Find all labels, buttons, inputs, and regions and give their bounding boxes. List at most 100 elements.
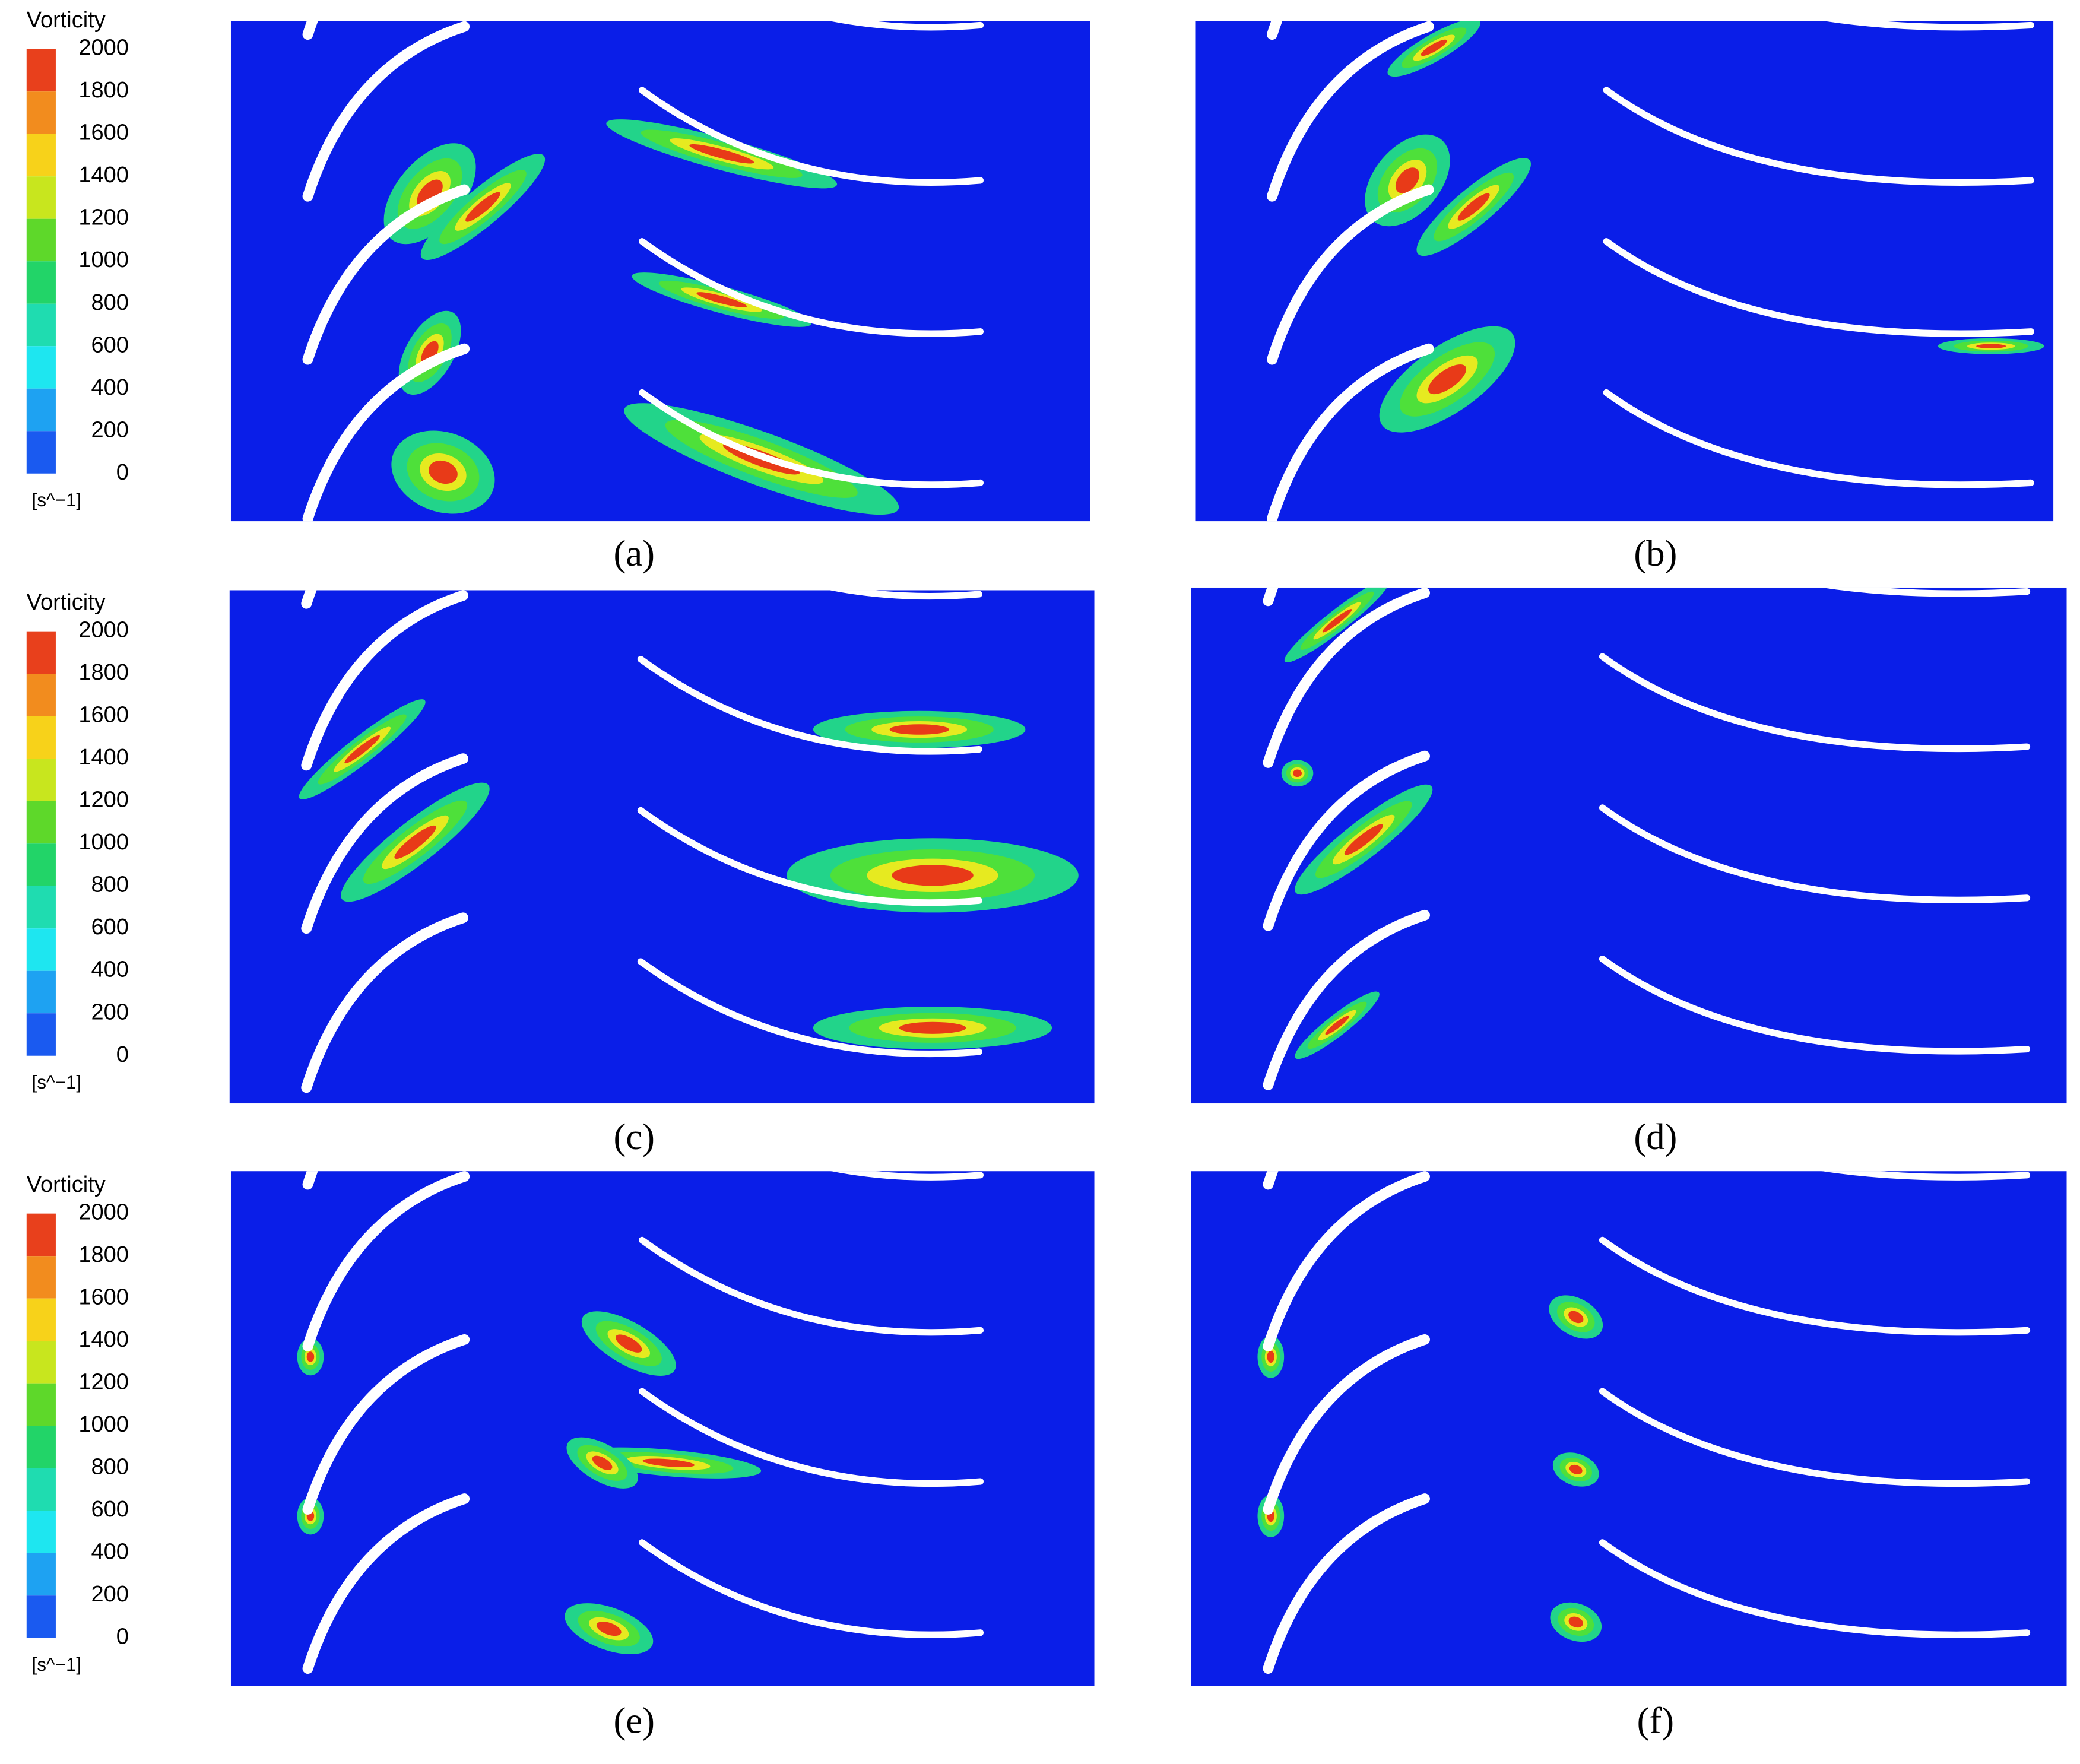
color-band bbox=[26, 261, 56, 304]
stator-blade bbox=[829, 590, 982, 600]
tick-label: 1400 bbox=[78, 1327, 128, 1352]
stator-blade bbox=[1603, 389, 2034, 488]
tick-label: 2000 bbox=[78, 1200, 128, 1225]
contour-panel bbox=[1191, 1171, 2067, 1686]
vortex-region bbox=[1428, 364, 1467, 395]
vortex-region bbox=[1568, 1311, 1584, 1324]
legend-unit: [s^−1] bbox=[32, 1072, 81, 1093]
vortex-region bbox=[889, 724, 949, 735]
vortex-region bbox=[421, 341, 439, 365]
vortex-region bbox=[1395, 167, 1420, 193]
tick-label: 400 bbox=[91, 375, 128, 400]
legend-title: Vorticity bbox=[27, 8, 106, 33]
panel-label: (d) bbox=[1634, 1116, 1677, 1157]
color-band bbox=[26, 91, 56, 134]
color-band bbox=[26, 388, 56, 432]
panel-label: (e) bbox=[614, 1699, 655, 1741]
vortex-region bbox=[899, 1021, 966, 1034]
tick-label: 2000 bbox=[78, 618, 128, 643]
stator-blade bbox=[637, 958, 982, 1058]
stator-blade bbox=[1599, 1388, 2031, 1487]
rotor-blade bbox=[302, 1334, 470, 1515]
tick-label: 800 bbox=[91, 873, 128, 897]
color-band bbox=[26, 49, 56, 92]
tick-label: 200 bbox=[91, 1582, 128, 1607]
tick-label: 400 bbox=[91, 957, 128, 982]
rotor-blade bbox=[1267, 343, 1434, 522]
rotor-blade bbox=[1267, 21, 1434, 202]
color-band bbox=[26, 886, 56, 929]
stator-blade bbox=[1822, 587, 2031, 597]
tick-label: 1600 bbox=[78, 120, 128, 145]
color-band bbox=[26, 176, 56, 219]
color-band bbox=[26, 1595, 56, 1638]
color-band bbox=[26, 218, 56, 262]
contour-panel bbox=[230, 1171, 1095, 1686]
color-band bbox=[26, 716, 56, 759]
stator-blade bbox=[639, 1236, 984, 1336]
tick-label: 1000 bbox=[78, 248, 128, 272]
tick-label: 600 bbox=[91, 332, 128, 357]
color-band bbox=[26, 1468, 56, 1511]
tick-label: 2000 bbox=[78, 36, 128, 61]
tick-label: 0 bbox=[116, 1042, 129, 1067]
tick-label: 600 bbox=[91, 915, 128, 940]
rotor-blade bbox=[1263, 1171, 1430, 1352]
panel-label: (b) bbox=[1634, 532, 1677, 574]
tick-label: 600 bbox=[91, 1497, 128, 1522]
rotor-blade bbox=[301, 912, 468, 1093]
vortex-region bbox=[1421, 39, 1447, 56]
stator-blade bbox=[1825, 21, 2034, 31]
tick-label: 1200 bbox=[78, 1370, 128, 1395]
contour-panel bbox=[229, 590, 1095, 1104]
vortex-region bbox=[394, 825, 436, 859]
colorbar-legend: Vorticity2000180016001400120010008006004… bbox=[26, 590, 129, 1093]
panel-label: (f) bbox=[1637, 1699, 1675, 1741]
stator-blade bbox=[1599, 804, 2031, 903]
vortex-region bbox=[465, 192, 500, 222]
stator-blade bbox=[1822, 1171, 2031, 1181]
colorbar-legend: Vorticity2000180016001400120010008006004… bbox=[26, 8, 129, 510]
rotor-blade bbox=[1263, 1334, 1430, 1515]
color-band bbox=[26, 1298, 56, 1341]
color-band bbox=[26, 303, 56, 347]
color-band bbox=[26, 1256, 56, 1299]
stator-blade bbox=[1599, 1539, 2031, 1638]
rotor-blade bbox=[1267, 184, 1434, 365]
stator-blade bbox=[1599, 956, 2031, 1055]
legend-unit: [s^−1] bbox=[32, 490, 81, 510]
stator-blade bbox=[639, 389, 984, 488]
color-band bbox=[26, 759, 56, 801]
color-band bbox=[26, 970, 56, 1014]
stator-blade bbox=[831, 1171, 984, 1181]
stator-blade bbox=[637, 807, 982, 906]
tick-label: 1400 bbox=[78, 745, 128, 770]
tick-label: 1800 bbox=[78, 78, 128, 103]
rotor-blade bbox=[1263, 909, 1430, 1090]
stator-blade bbox=[831, 21, 984, 31]
vortex-region bbox=[1344, 824, 1383, 855]
tick-label: 1400 bbox=[78, 163, 128, 188]
vortex-region bbox=[892, 865, 974, 886]
rotor-blade bbox=[302, 1493, 470, 1674]
rotor-blade bbox=[301, 590, 468, 771]
rotor-blade bbox=[302, 21, 470, 202]
vortex-region bbox=[592, 1455, 613, 1470]
rotor-blade bbox=[1263, 750, 1430, 931]
color-band bbox=[26, 674, 56, 716]
color-band bbox=[26, 843, 56, 886]
panel-label: (c) bbox=[614, 1116, 655, 1157]
tick-label: 1000 bbox=[78, 1412, 128, 1437]
vortex-region bbox=[642, 1458, 695, 1468]
legend-title: Vorticity bbox=[27, 1172, 106, 1197]
tick-label: 1000 bbox=[78, 830, 128, 855]
stator-blade bbox=[639, 1539, 984, 1638]
stator-blade bbox=[1603, 238, 2034, 337]
vortex-region bbox=[344, 735, 380, 764]
stator-blade bbox=[1599, 653, 2031, 753]
rotor-blade bbox=[1263, 1493, 1430, 1674]
legend-unit: [s^−1] bbox=[32, 1654, 81, 1675]
color-band bbox=[26, 1426, 56, 1468]
stator-blade bbox=[639, 238, 984, 337]
tick-label: 800 bbox=[91, 290, 128, 315]
